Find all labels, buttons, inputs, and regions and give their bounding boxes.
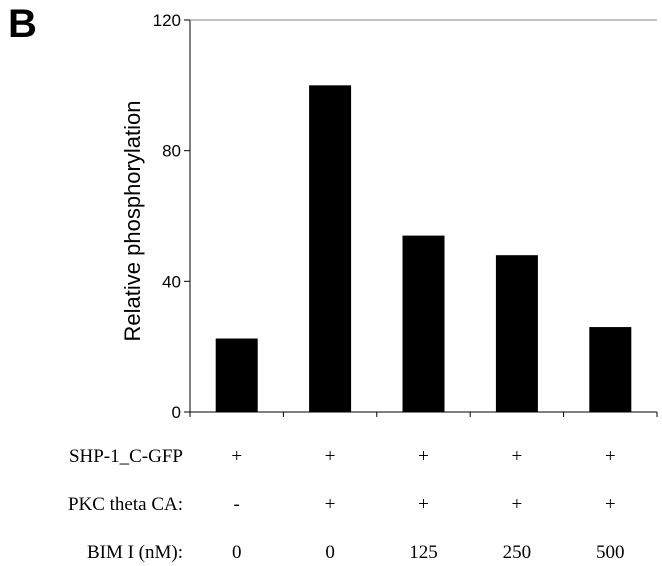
y-tick-label: 120 [153, 11, 181, 30]
condition-cell: 250 [503, 542, 532, 563]
bar [589, 327, 632, 412]
condition-cell: + [325, 494, 336, 515]
condition-cell: 0 [325, 542, 335, 563]
y-tick-label: 80 [162, 142, 181, 161]
condition-table: SHP-1_C-GFP + + + + + PKC theta CA: - + + + + BIM I … [68, 446, 625, 563]
y-axis-ticks: 0 40 80 120 [153, 11, 190, 422]
condition-cell: + [605, 446, 616, 467]
condition-cell: - [234, 494, 240, 515]
condition-cell: + [418, 494, 429, 515]
bar [495, 255, 538, 412]
bar [309, 85, 352, 412]
condition-cell: + [325, 446, 336, 467]
bar-series [215, 85, 632, 412]
condition-row-label: PKC theta CA: [68, 494, 183, 515]
bar [215, 338, 258, 412]
panel-label: B [8, 2, 37, 46]
condition-cell: 125 [409, 542, 438, 563]
condition-cell: + [231, 446, 242, 467]
condition-cell: 500 [596, 542, 625, 563]
condition-cell: + [512, 446, 523, 467]
y-axis-label: Relative phosphorylation [120, 101, 145, 342]
condition-row-label: SHP-1_C-GFP [69, 446, 183, 467]
condition-cell: + [418, 446, 429, 467]
condition-cell: + [512, 494, 523, 515]
condition-cell: 0 [232, 542, 242, 563]
condition-row-label: BIM I (nM): [87, 542, 183, 563]
y-tick-label: 0 [172, 403, 181, 422]
y-tick-label: 40 [162, 272, 181, 291]
bar [402, 235, 445, 412]
condition-cell: + [605, 494, 616, 515]
